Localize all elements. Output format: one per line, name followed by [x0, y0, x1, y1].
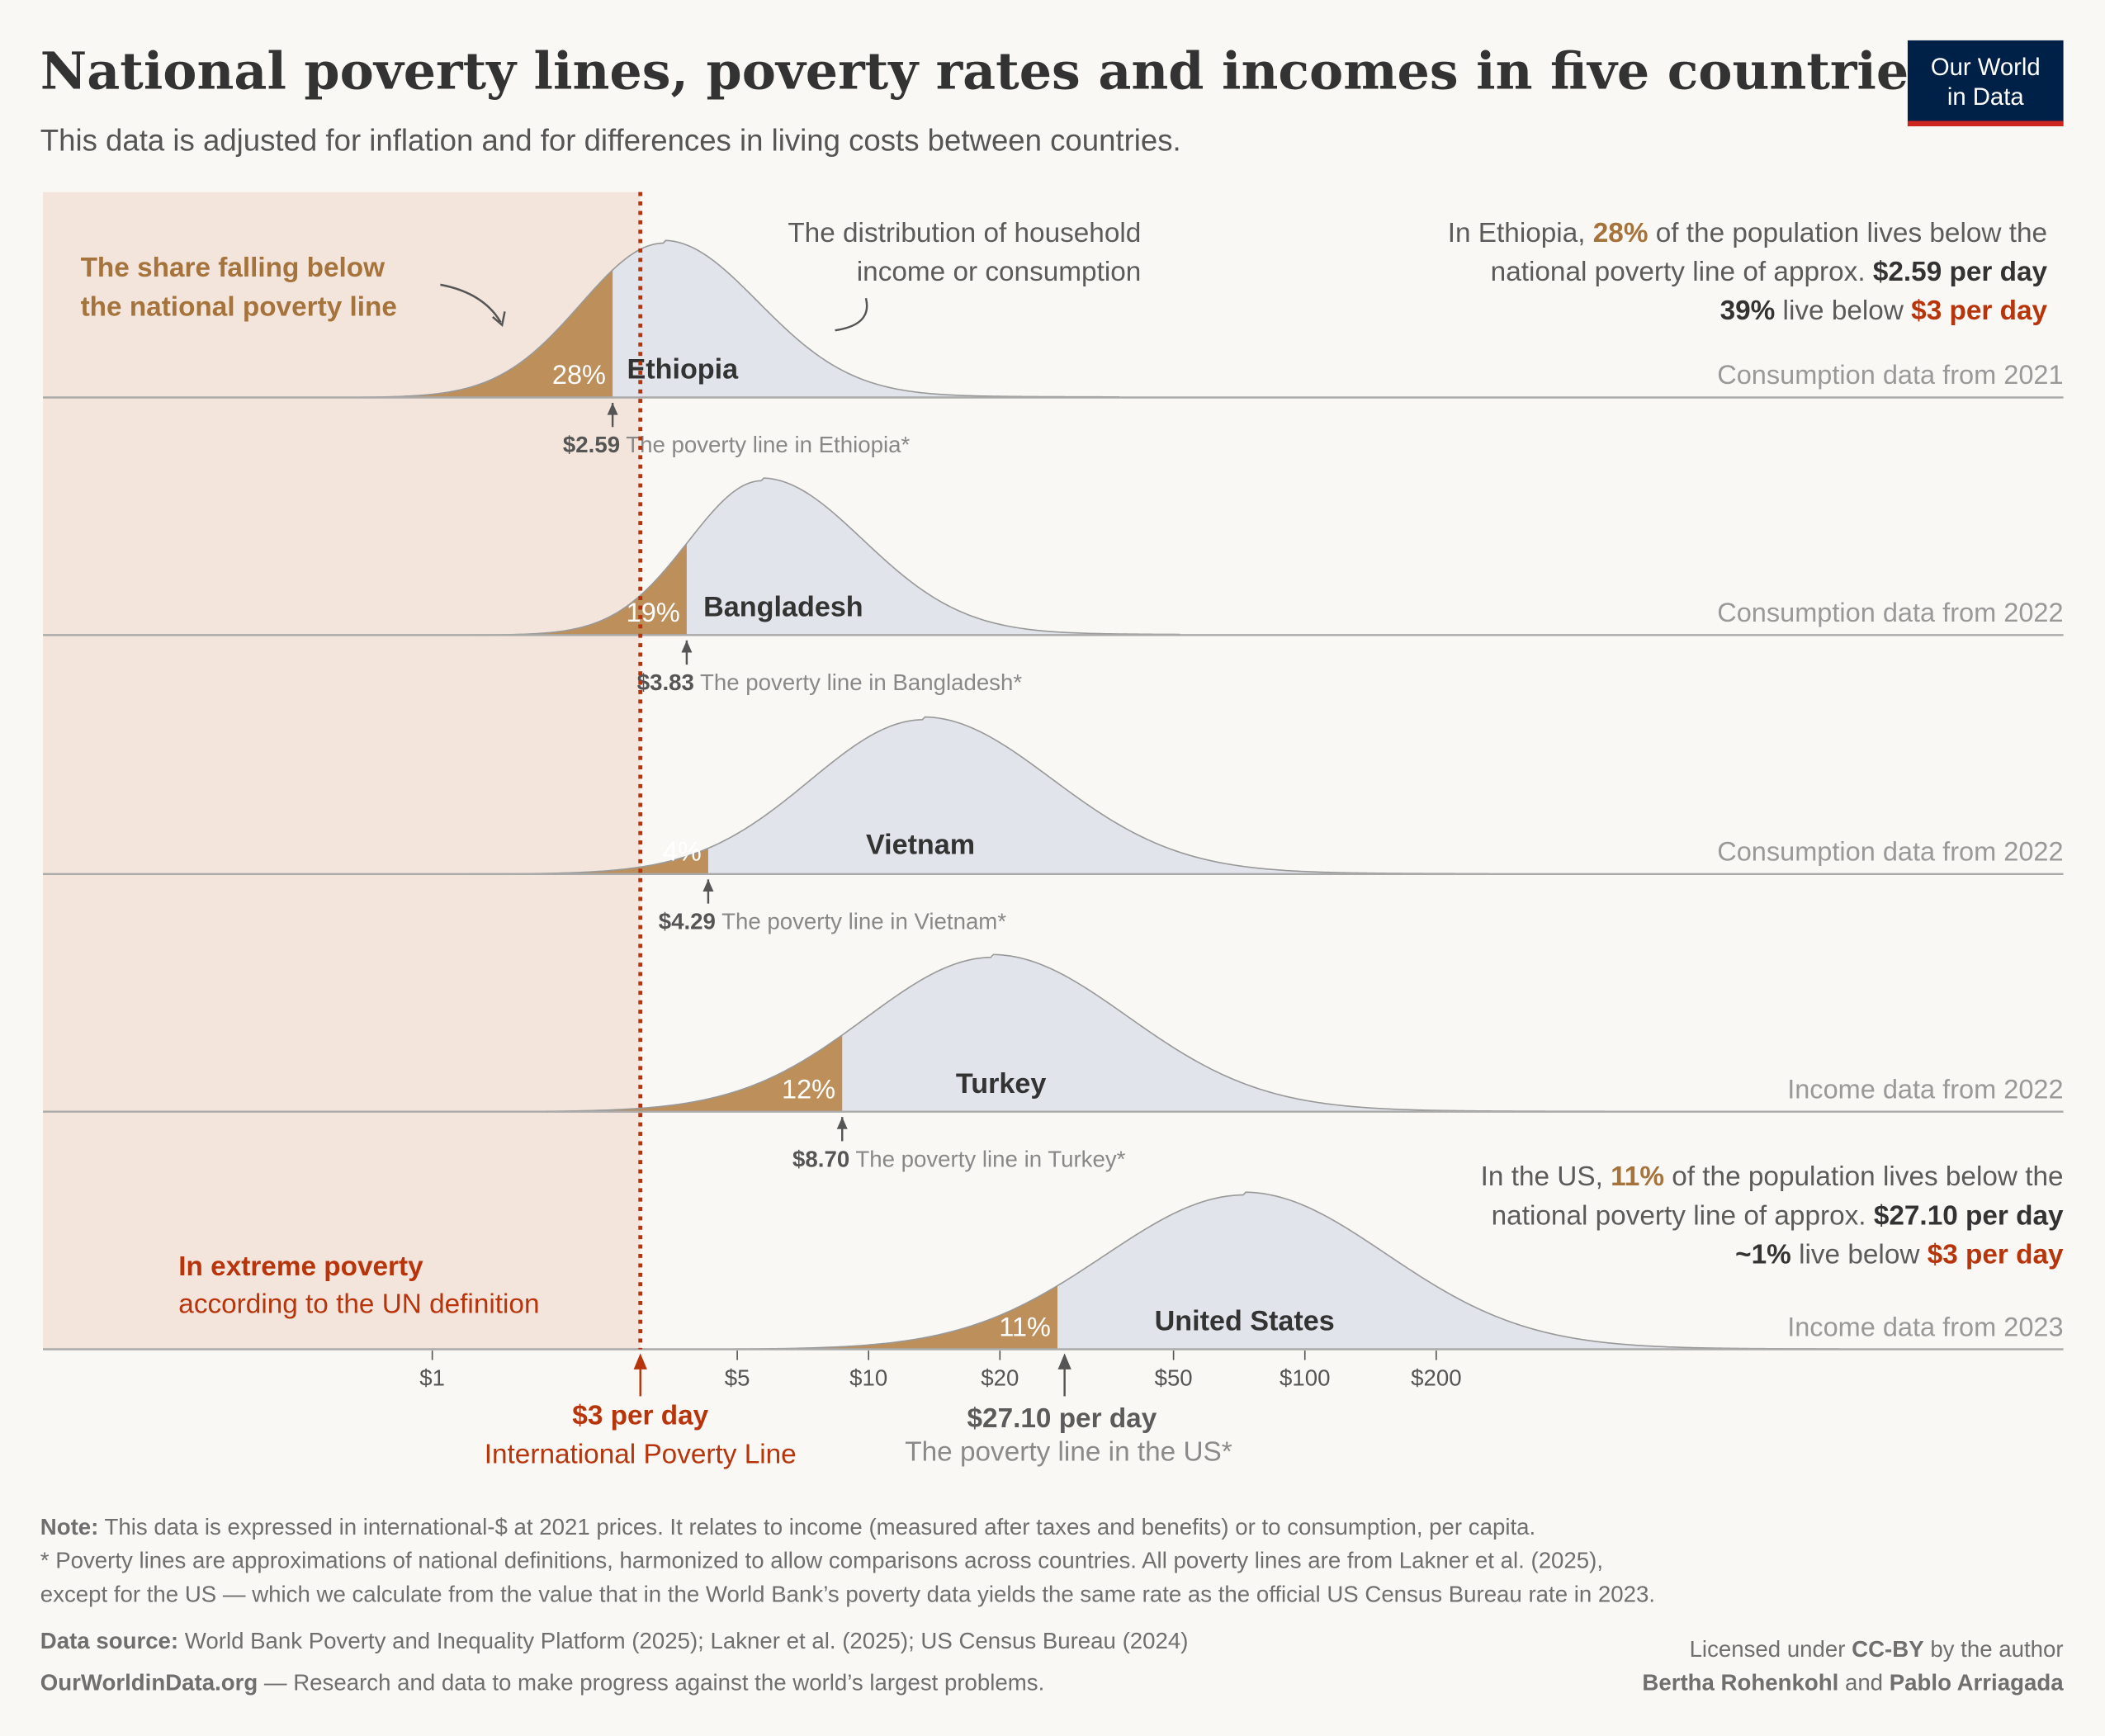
chart-subtitle: This data is adjusted for inflation and …	[40, 123, 1181, 157]
footer-note-3: except for the US — which we calculate f…	[40, 1581, 1655, 1606]
x-axis: $1 $5 $10 $20 $50 $100 $200	[419, 1350, 1462, 1390]
footer-source: Data source: World Bank Poverty and Ineq…	[40, 1628, 1189, 1653]
distribution-turkey: 12% Turkey Income data from 2022 $8.70 The …	[43, 953, 2064, 1171]
ethiopia-summary-2: national poverty line of approx. $2.59 p…	[1491, 257, 2048, 287]
area-above-poverty-line	[707, 717, 1491, 874]
us-line-arrowhead-icon	[1057, 1353, 1071, 1369]
ipl-arrowhead-icon	[633, 1353, 647, 1369]
share-below-label-2: the national poverty line	[81, 291, 397, 322]
us-line-label: The poverty line in the US*	[905, 1437, 1232, 1468]
area-above-poverty-line	[613, 240, 1121, 398]
logo-background	[1907, 40, 2064, 126]
x-tick-label: $1	[419, 1365, 445, 1390]
country-label: Vietnam	[866, 829, 975, 860]
poverty-line-arrowhead-icon	[836, 1117, 848, 1129]
country-label: Turkey	[956, 1068, 1046, 1100]
extreme-poverty-label-2: according to the UN definition	[178, 1289, 539, 1320]
poverty-line-label: $3.83 The poverty line in Bangladesh*	[637, 669, 1023, 695]
source-note: Consumption data from 2022	[1717, 837, 2063, 867]
logo-accent-bar	[1907, 121, 2064, 126]
country-label: Bangladesh	[703, 592, 863, 623]
ethiopia-summary-3: 39% live below $3 per day	[1720, 296, 2048, 326]
poverty-line-label: $8.70 The poverty line in Turkey*	[792, 1146, 1126, 1171]
ipl-value: $3 per day	[572, 1401, 708, 1431]
x-tick-label: $5	[725, 1365, 750, 1390]
us-summary-2: national poverty line of approx. $27.10 …	[1492, 1200, 2064, 1231]
area-below-poverty-line	[281, 270, 613, 398]
share-below-label: 12%	[782, 1074, 835, 1104]
area-below-poverty-line	[456, 1034, 843, 1112]
logo-line1: Our World	[1931, 54, 2041, 81]
share-below-label: 28%	[552, 360, 606, 390]
share-below-label: 19%	[627, 598, 680, 627]
area-below-poverty-line	[342, 543, 687, 636]
area-above-poverty-line	[842, 954, 1692, 1112]
source-note: Income data from 2022	[1787, 1074, 2063, 1104]
distribution-plots: 28% Ethiopia Consumption data from 2021 $2.…	[43, 239, 2064, 1350]
poverty-line-arrowhead-icon	[702, 879, 714, 892]
share-below-label: 4%	[663, 837, 702, 867]
source-note: Consumption data from 2021	[1717, 360, 2063, 390]
distribution-outline	[281, 239, 1120, 399]
poverty-line-label: $2.59 The poverty line in Ethiopia*	[563, 432, 911, 457]
distribution-label-1: The distribution of household	[788, 218, 1141, 248]
distribution-arrow-icon	[835, 297, 868, 332]
owid-logo[interactable]: Our World in Data	[1907, 40, 2064, 126]
x-tick-label: $100	[1280, 1365, 1330, 1390]
chart-title: National poverty lines, poverty rates an…	[40, 40, 1937, 101]
x-tick-label: $10	[849, 1365, 887, 1390]
area-above-poverty-line	[686, 478, 1182, 636]
area-above-poverty-line	[1057, 1192, 1839, 1350]
share-below-label: 11%	[999, 1312, 1051, 1341]
distribution-vietnam: 4% Vietnam Consumption data from 2022 $4.29…	[43, 716, 2064, 934]
us-summary-3: ~1% live below $3 per day	[1735, 1239, 2064, 1270]
distribution-outline	[409, 716, 1489, 875]
footer-authors: Bertha Rohenkohl and Pablo Arriagada	[1642, 1670, 2064, 1696]
poverty-line-arrowhead-icon	[681, 640, 693, 653]
source-note: Consumption data from 2022	[1717, 598, 2063, 627]
share-below-label-1: The share falling below	[81, 253, 386, 283]
footer-license[interactable]: Licensed under CC-BY by the author	[1690, 1636, 2064, 1662]
x-tick-label: $20	[981, 1365, 1019, 1390]
ethiopia-summary-1: In Ethiopia, 28% of the population lives…	[1448, 218, 2047, 248]
arrowhead-icon	[492, 311, 506, 327]
share-below-arrow-icon	[440, 283, 502, 324]
country-label: Ethiopia	[627, 354, 739, 386]
poverty-line-arrowhead-icon	[607, 402, 618, 415]
footer-site[interactable]: OurWorldinData.org — Research and data t…	[40, 1670, 1045, 1696]
distribution-ethiopia: 28% Ethiopia Consumption data from 2021 $2.…	[43, 239, 2064, 457]
us-summary-1: In the US, 11% of the population lives b…	[1481, 1161, 2064, 1192]
logo-line2: in Data	[1947, 84, 2024, 111]
area-below-poverty-line	[523, 1285, 1058, 1350]
us-line-value: $27.10 per day	[967, 1403, 1157, 1434]
x-tick-label: $200	[1411, 1365, 1461, 1390]
footer-note: Note: This data is expressed in internat…	[40, 1514, 1535, 1540]
poverty-line-label: $4.29 The poverty line in Vietnam*	[659, 908, 1007, 934]
x-tick-label: $50	[1155, 1365, 1193, 1390]
distribution-bangladesh: 19% Bangladesh Consumption data from 2022 $…	[43, 477, 2064, 695]
area-below-poverty-line	[409, 848, 708, 874]
extreme-poverty-label-1: In extreme poverty	[178, 1251, 423, 1282]
distribution-label-2: income or consumption	[857, 257, 1142, 287]
distribution-united-states: 11% United States Income data from 2023	[43, 1191, 2064, 1350]
ipl-label: International Poverty Line	[485, 1440, 797, 1470]
footer-note-2: * Poverty lines are approximations of na…	[40, 1548, 1603, 1573]
country-label: United States	[1155, 1306, 1335, 1337]
source-note: Income data from 2023	[1787, 1312, 2063, 1341]
